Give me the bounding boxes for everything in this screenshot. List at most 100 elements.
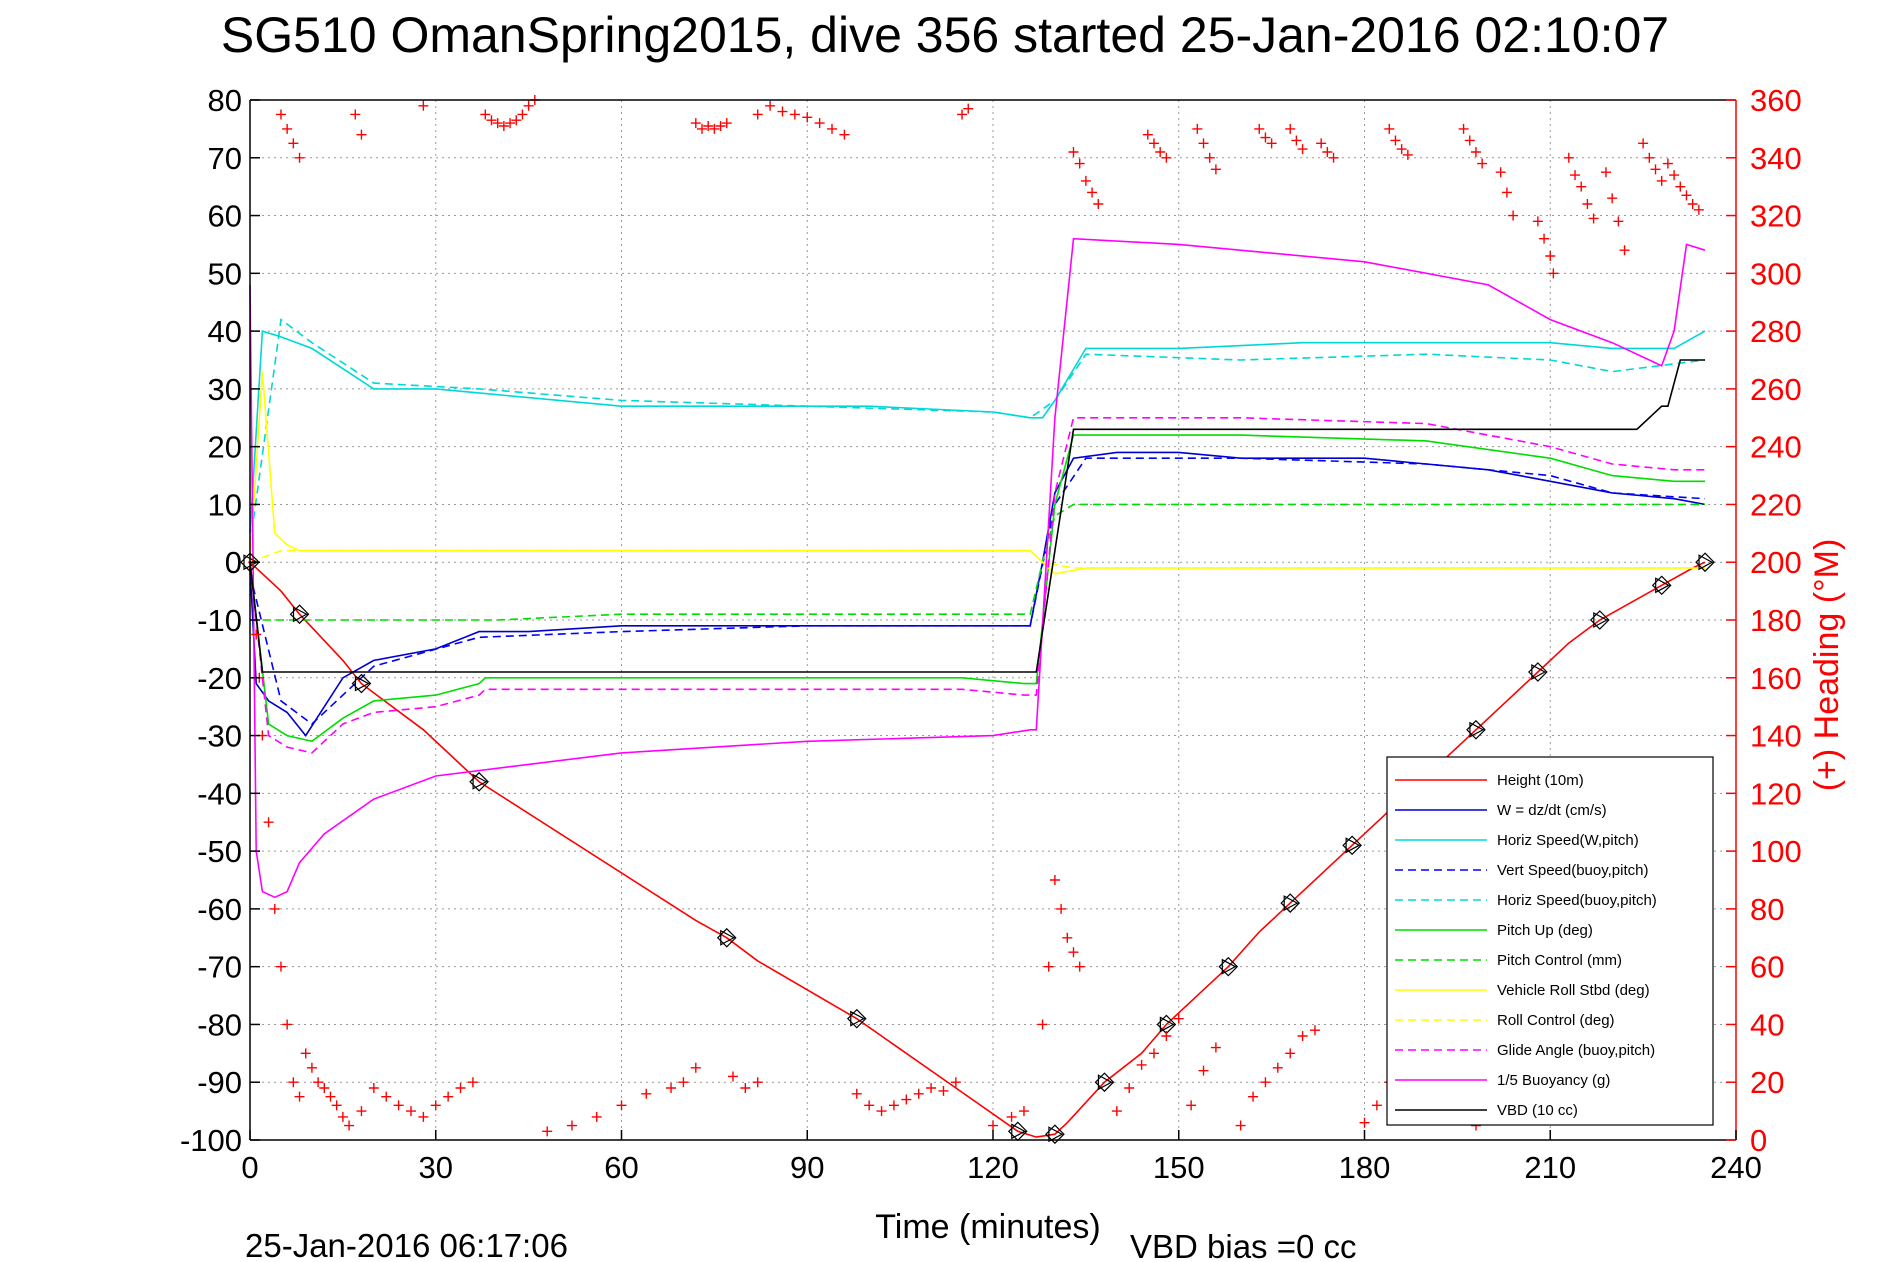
heading-point — [1080, 175, 1091, 186]
y-right-tick-label: 220 — [1750, 487, 1802, 522]
series-line-8 — [249, 549, 1705, 569]
heading-point — [1687, 199, 1698, 209]
heading-point — [331, 1100, 342, 1111]
heading-point — [443, 1091, 454, 1102]
heading-point — [418, 100, 429, 111]
series-line-5 — [249, 434, 1705, 743]
heading-point — [1198, 138, 1209, 149]
heading-point — [1508, 210, 1519, 221]
x-tick-label: 240 — [1710, 1150, 1762, 1185]
heading-point — [988, 1120, 998, 1131]
heading-point — [591, 1111, 602, 1122]
heading-point — [511, 115, 522, 126]
heading-point — [1563, 152, 1574, 163]
legend-label-8: Roll Control (deg) — [1497, 1012, 1615, 1029]
y-left-tick-label: 60 — [208, 199, 242, 234]
heading-point — [727, 1071, 738, 1082]
heading-point — [1155, 147, 1166, 157]
y-left-tick-label: -80 — [197, 1007, 242, 1042]
heading-point — [888, 1100, 899, 1111]
heading-point — [492, 118, 503, 129]
heading-point — [313, 1077, 324, 1088]
height-marker — [1045, 1124, 1065, 1145]
heading-point — [288, 1077, 299, 1088]
heading-point — [1588, 213, 1599, 224]
heading-point — [393, 1100, 404, 1111]
heading-point — [1068, 947, 1079, 958]
y-left-tick-label: 10 — [208, 487, 242, 522]
right-axis-label: (+) Heading (°M) — [1808, 539, 1846, 792]
axes — [249, 99, 1737, 1141]
heading-point — [913, 1088, 924, 1099]
heading-point — [325, 1091, 336, 1102]
y-right-tick-label: 160 — [1750, 661, 1802, 696]
vbd-bias-note: VBD bias =0 cc — [1130, 1228, 1357, 1262]
heading-point — [1173, 1013, 1184, 1024]
heading-point — [1532, 216, 1543, 227]
heading-point — [740, 1083, 751, 1093]
heading-point — [1681, 190, 1692, 201]
height-marker — [351, 673, 372, 694]
x-axis-label: Time (minutes) — [875, 1208, 1100, 1246]
heading-point — [876, 1106, 887, 1117]
y-left-tick-label: 20 — [208, 430, 242, 465]
x-tick-label: 30 — [419, 1150, 453, 1185]
heading-point — [356, 1106, 367, 1117]
series-line-0 — [249, 561, 1706, 1138]
legend-box — [1386, 756, 1714, 1126]
series-line-6 — [250, 503, 1705, 621]
heading-point — [486, 115, 497, 126]
heading-point — [1662, 158, 1673, 169]
heading-point — [1018, 1106, 1029, 1117]
heading-point — [263, 817, 274, 828]
heading-point — [851, 1088, 862, 1099]
heading-point — [1619, 245, 1630, 256]
height-marker — [1094, 1072, 1115, 1093]
y-right-tick-label: 300 — [1750, 256, 1802, 291]
heading-point — [1328, 152, 1339, 163]
heading-point — [1371, 1100, 1382, 1111]
x-tick-label: 210 — [1524, 1150, 1576, 1185]
heading-point — [1693, 204, 1704, 215]
heading-point — [1582, 199, 1593, 209]
heading-point — [1359, 1117, 1370, 1128]
heading-point — [1124, 1083, 1135, 1093]
height-marker — [1695, 552, 1715, 573]
heading-point — [1650, 164, 1661, 175]
heading-point — [1501, 187, 1512, 198]
y-left-tick-label: 50 — [208, 256, 242, 291]
heading-point — [752, 109, 763, 120]
heading-point — [950, 1077, 961, 1088]
heading-point — [1198, 1065, 1209, 1076]
height-marker — [1466, 719, 1486, 740]
heading-point — [1093, 199, 1104, 209]
heading-point — [282, 123, 293, 134]
heading-point — [1322, 147, 1333, 157]
y-left-tick-label: -40 — [197, 776, 242, 811]
heading-point — [356, 129, 367, 140]
legend-label-3: Vert Speed(buoy,pitch) — [1497, 862, 1648, 879]
heading-point — [1204, 152, 1215, 163]
heading-point — [690, 1062, 701, 1073]
legend-label-10: 1/5 Buoyancy (g) — [1497, 1072, 1610, 1089]
heading-point — [1087, 187, 1098, 198]
heading-point — [1186, 1100, 1197, 1111]
heading-point — [802, 112, 813, 123]
x-tick-label: 60 — [604, 1150, 638, 1185]
heading-point — [703, 121, 714, 131]
y-right-tick-label: 100 — [1750, 834, 1802, 869]
heading-point — [1254, 123, 1265, 134]
heading-point — [1638, 138, 1649, 149]
heading-point — [1037, 1019, 1048, 1030]
legend-label-2: Horiz Speed(W,pitch) — [1497, 832, 1639, 849]
heading-point — [275, 961, 286, 972]
heading-point — [1049, 875, 1060, 885]
heading-point — [1210, 164, 1221, 175]
y-right-tick-label: 0 — [1750, 1123, 1767, 1158]
series-line-10 — [249, 237, 1706, 899]
heading-point — [1235, 1120, 1246, 1131]
heading-point — [1570, 170, 1581, 181]
legend-label-9: Glide Angle (buoy,pitch) — [1497, 1042, 1655, 1059]
heading-point — [455, 1083, 466, 1093]
height-marker — [289, 604, 310, 625]
